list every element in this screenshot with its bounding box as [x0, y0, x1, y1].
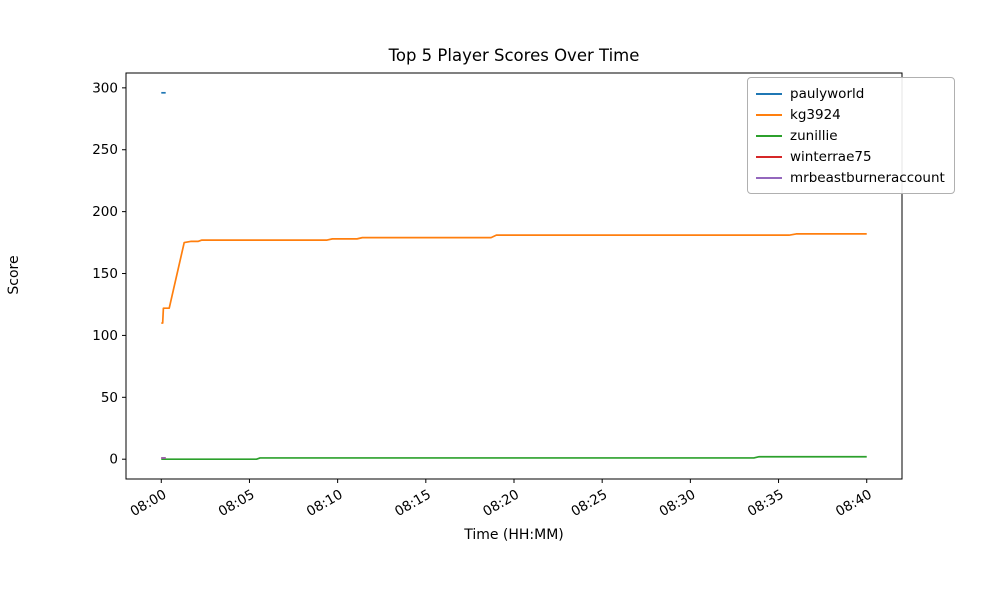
- legend-item-zunillie: zunillie: [756, 125, 945, 146]
- legend-swatch-kg3924: [756, 113, 782, 116]
- legend-swatch-zunillie: [756, 134, 782, 137]
- y-tick-label: 200: [92, 204, 118, 220]
- x-tick-label: 08:20: [480, 487, 522, 520]
- x-axis-label: Time (HH:MM): [464, 527, 564, 543]
- series-line-kg3924: [161, 233, 867, 324]
- legend-label: mrbeastburneraccount: [790, 169, 945, 186]
- legend-item-winterrae75: winterrae75: [756, 146, 945, 167]
- legend-swatch-paulyworld: [756, 92, 782, 95]
- y-axis-label: Score: [6, 255, 22, 295]
- y-tick-label: 250: [92, 142, 118, 158]
- legend: paulyworld kg3924 zunillie winterrae75 mrbea…: [747, 77, 955, 194]
- y-tick-label: 300: [92, 80, 118, 96]
- chart-title: Top 5 Player Scores Over Time: [388, 46, 640, 65]
- x-tick-label: 08:05: [216, 487, 258, 520]
- series-line-zunillie: [161, 455, 867, 461]
- legend-swatch-mrbeastburneraccount: [756, 176, 782, 179]
- y-tick-label: 150: [92, 266, 118, 282]
- legend-label: kg3924: [790, 106, 841, 123]
- x-tick-label: 08:10: [304, 487, 346, 520]
- x-tick-label: 08:30: [657, 487, 699, 520]
- x-tick-label: 08:35: [745, 487, 787, 520]
- legend-item-paulyworld: paulyworld: [756, 83, 945, 104]
- y-tick-label: 100: [92, 328, 118, 344]
- x-tick-label: 08:25: [568, 487, 610, 520]
- x-tick-label: 08:00: [128, 487, 170, 520]
- legend-item-mrbeastburneraccount: mrbeastburneraccount: [756, 167, 945, 188]
- legend-item-kg3924: kg3924: [756, 104, 945, 125]
- x-tick-label: 08:40: [833, 487, 875, 520]
- y-tick-label: 50: [101, 390, 118, 406]
- x-tick-label: 08:15: [392, 487, 434, 520]
- legend-label: winterrae75: [790, 148, 872, 165]
- legend-label: zunillie: [790, 127, 838, 144]
- legend-label: paulyworld: [790, 85, 865, 102]
- legend-swatch-winterrae75: [756, 155, 782, 158]
- y-tick-label: 0: [109, 452, 118, 468]
